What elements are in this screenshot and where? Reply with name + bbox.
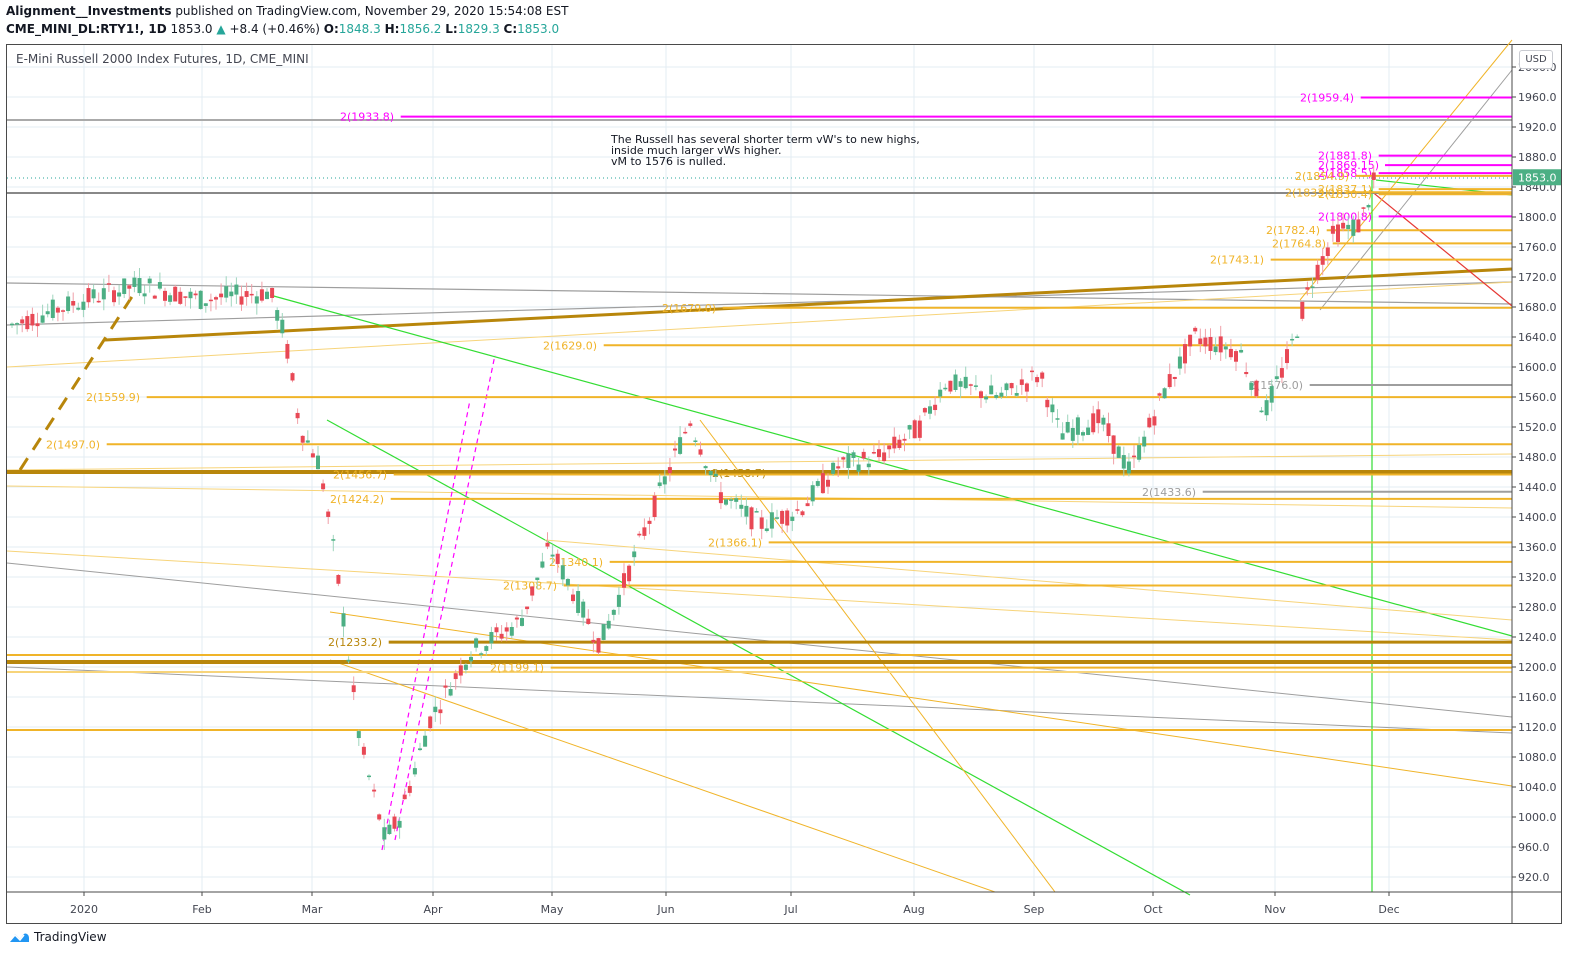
y-tick-label: 1280.0 xyxy=(1518,601,1557,614)
y-tick-label: 1600.0 xyxy=(1518,361,1557,374)
close-value: 1853.0 xyxy=(517,22,560,36)
x-tick-label: Sep xyxy=(1024,903,1045,916)
axes xyxy=(7,45,1561,923)
level-label[interactable]: 2(1576.0) xyxy=(1249,379,1303,392)
y-tick-label: 1360.0 xyxy=(1518,541,1557,554)
high-value: 1856.2 xyxy=(399,22,442,36)
y-tick-label: 1560.0 xyxy=(1518,391,1557,404)
footer-brand[interactable]: TradingView xyxy=(34,930,107,944)
y-axis[interactable]: 920.0 960.0 1000.0 1040.0 1080.0 1120.0 1160.0… xyxy=(1512,61,1561,884)
low-value: 1829.3 xyxy=(457,22,500,36)
y-tick-label: 920.0 xyxy=(1518,871,1550,884)
open-label: O: xyxy=(323,22,339,36)
x-tick-label: Nov xyxy=(1264,903,1286,916)
y-tick-label: 1880.0 xyxy=(1518,151,1557,164)
x-tick-label: Jun xyxy=(656,903,674,916)
level-label[interactable]: 2(1881.8) xyxy=(1318,150,1372,163)
level-label[interactable]: 2(1858.5) xyxy=(1318,167,1372,180)
y-tick-label: 1800.0 xyxy=(1518,211,1557,224)
price-change: +8.4 (+0.46%) xyxy=(229,22,320,36)
x-tick-label: Mar xyxy=(302,903,323,916)
y-tick-label: 1240.0 xyxy=(1518,631,1557,644)
x-tick-label: Apr xyxy=(423,903,443,916)
high-label: H: xyxy=(384,22,400,36)
level-label[interactable]: 2(1433.6) xyxy=(1142,486,1196,499)
level-label[interactable]: 2(1830.4) xyxy=(1318,188,1372,201)
published-text: published on TradingView.com, November 2… xyxy=(175,4,569,18)
chart-title: E-Mini Russell 2000 Index Futures, 1D, C… xyxy=(16,52,309,66)
level-label[interactable]: 2(1497.0) xyxy=(46,438,100,451)
level-label[interactable]: 2(1869.15) xyxy=(1318,159,1379,172)
y-tick-label: 1000.0 xyxy=(1518,811,1557,824)
y-tick-label: 1200.0 xyxy=(1518,661,1557,674)
open-value: 1848.3 xyxy=(338,22,381,36)
grid xyxy=(7,45,1512,892)
up-arrow-icon: ▲ xyxy=(216,22,226,36)
y-tick-label: 1440.0 xyxy=(1518,481,1557,494)
level-label[interactable]: 2(1764.8) xyxy=(1272,237,1326,250)
level-label[interactable]: 2(1366.1) xyxy=(708,536,762,549)
y-tick-label: 960.0 xyxy=(1518,841,1550,854)
level-label[interactable]: 2(1959.4) xyxy=(1300,91,1354,104)
tradingview-logo-icon xyxy=(8,933,29,943)
candles xyxy=(10,165,1376,850)
y-tick-label: 1520.0 xyxy=(1518,421,1557,434)
level-label[interactable]: 2(1833.0) xyxy=(1285,186,1339,199)
symbol: CME_MINI_DL:RTY1!, 1D xyxy=(6,22,167,36)
chart-container[interactable] xyxy=(6,44,1562,924)
y-tick-label: 1920.0 xyxy=(1518,121,1557,134)
level-label[interactable]: 2(1559.9) xyxy=(86,391,140,404)
y-tick-label: 1320.0 xyxy=(1518,571,1557,584)
y-tick-label: 1040.0 xyxy=(1518,781,1557,794)
x-tick-label: Feb xyxy=(192,903,211,916)
y-tick-label: 1160.0 xyxy=(1518,691,1557,704)
y-tick-label: 1400.0 xyxy=(1518,511,1557,524)
x-axis[interactable]: 2020 Feb Mar Apr May Jun Jul Aug Sep Oct Nov Dec xyxy=(70,892,1400,916)
x-tick-label: Dec xyxy=(1378,903,1399,916)
current-price-badge xyxy=(1513,169,1561,186)
x-tick-label: Jul xyxy=(783,903,797,916)
y-tick-label: 1080.0 xyxy=(1518,751,1557,764)
level-label[interactable]: 2(1199.1) xyxy=(490,662,544,675)
currency-button[interactable]: USD xyxy=(1519,50,1553,69)
low-label: L: xyxy=(445,22,458,36)
level-label[interactable]: 2(1456.7) xyxy=(333,468,387,481)
y-tick-label: 1680.0 xyxy=(1518,301,1557,314)
level-label[interactable]: 2(1854.9) xyxy=(1295,170,1349,183)
x-tick-label: Aug xyxy=(903,903,924,916)
level-label[interactable]: 2(1308.7) xyxy=(503,579,557,592)
author-name[interactable]: Alignment__Investments xyxy=(6,4,172,18)
horizontal-levels: 2(1959.4)2(1933.8)2(1881.8)2(1869.15)2(1… xyxy=(46,91,1512,675)
level-label[interactable]: 2(1629.0) xyxy=(543,339,597,352)
y-tick-label: 1640.0 xyxy=(1518,331,1557,344)
trend-lines xyxy=(6,39,1513,896)
level-label[interactable]: 2(1424.2) xyxy=(330,493,384,506)
y-tick-label: 1720.0 xyxy=(1518,271,1557,284)
y-tick-label: 1480.0 xyxy=(1518,451,1557,464)
y-tick-label: 1960.0 xyxy=(1518,91,1557,104)
level-label[interactable]: 2(1782.4) xyxy=(1266,224,1320,237)
publish-header: Alignment__Investments published on Trad… xyxy=(6,4,568,18)
symbol-header: CME_MINI_DL:RTY1!, 1D 1853.0 ▲ +8.4 (+0.… xyxy=(6,22,559,36)
svg-text:1853.0: 1853.0 xyxy=(1518,171,1557,184)
y-tick-label: 1120.0 xyxy=(1518,721,1557,734)
level-label[interactable]: 2(1933.8) xyxy=(340,111,394,124)
chart-note: The Russell has several shorter term vW'… xyxy=(611,133,920,168)
x-tick-label: 2020 xyxy=(70,903,98,916)
x-tick-label: Oct xyxy=(1143,903,1163,916)
level-label[interactable]: 2(1743.1) xyxy=(1210,254,1264,267)
x-tick-label: May xyxy=(541,903,564,916)
y-tick-label: 1760.0 xyxy=(1518,241,1557,254)
level-label[interactable]: 2(1233.2) xyxy=(328,636,382,649)
last-price: 1853.0 xyxy=(170,22,213,36)
level-label[interactable]: 2(1679.0) xyxy=(662,302,716,315)
footer: TradingView xyxy=(8,930,107,944)
close-label: C: xyxy=(503,22,518,36)
